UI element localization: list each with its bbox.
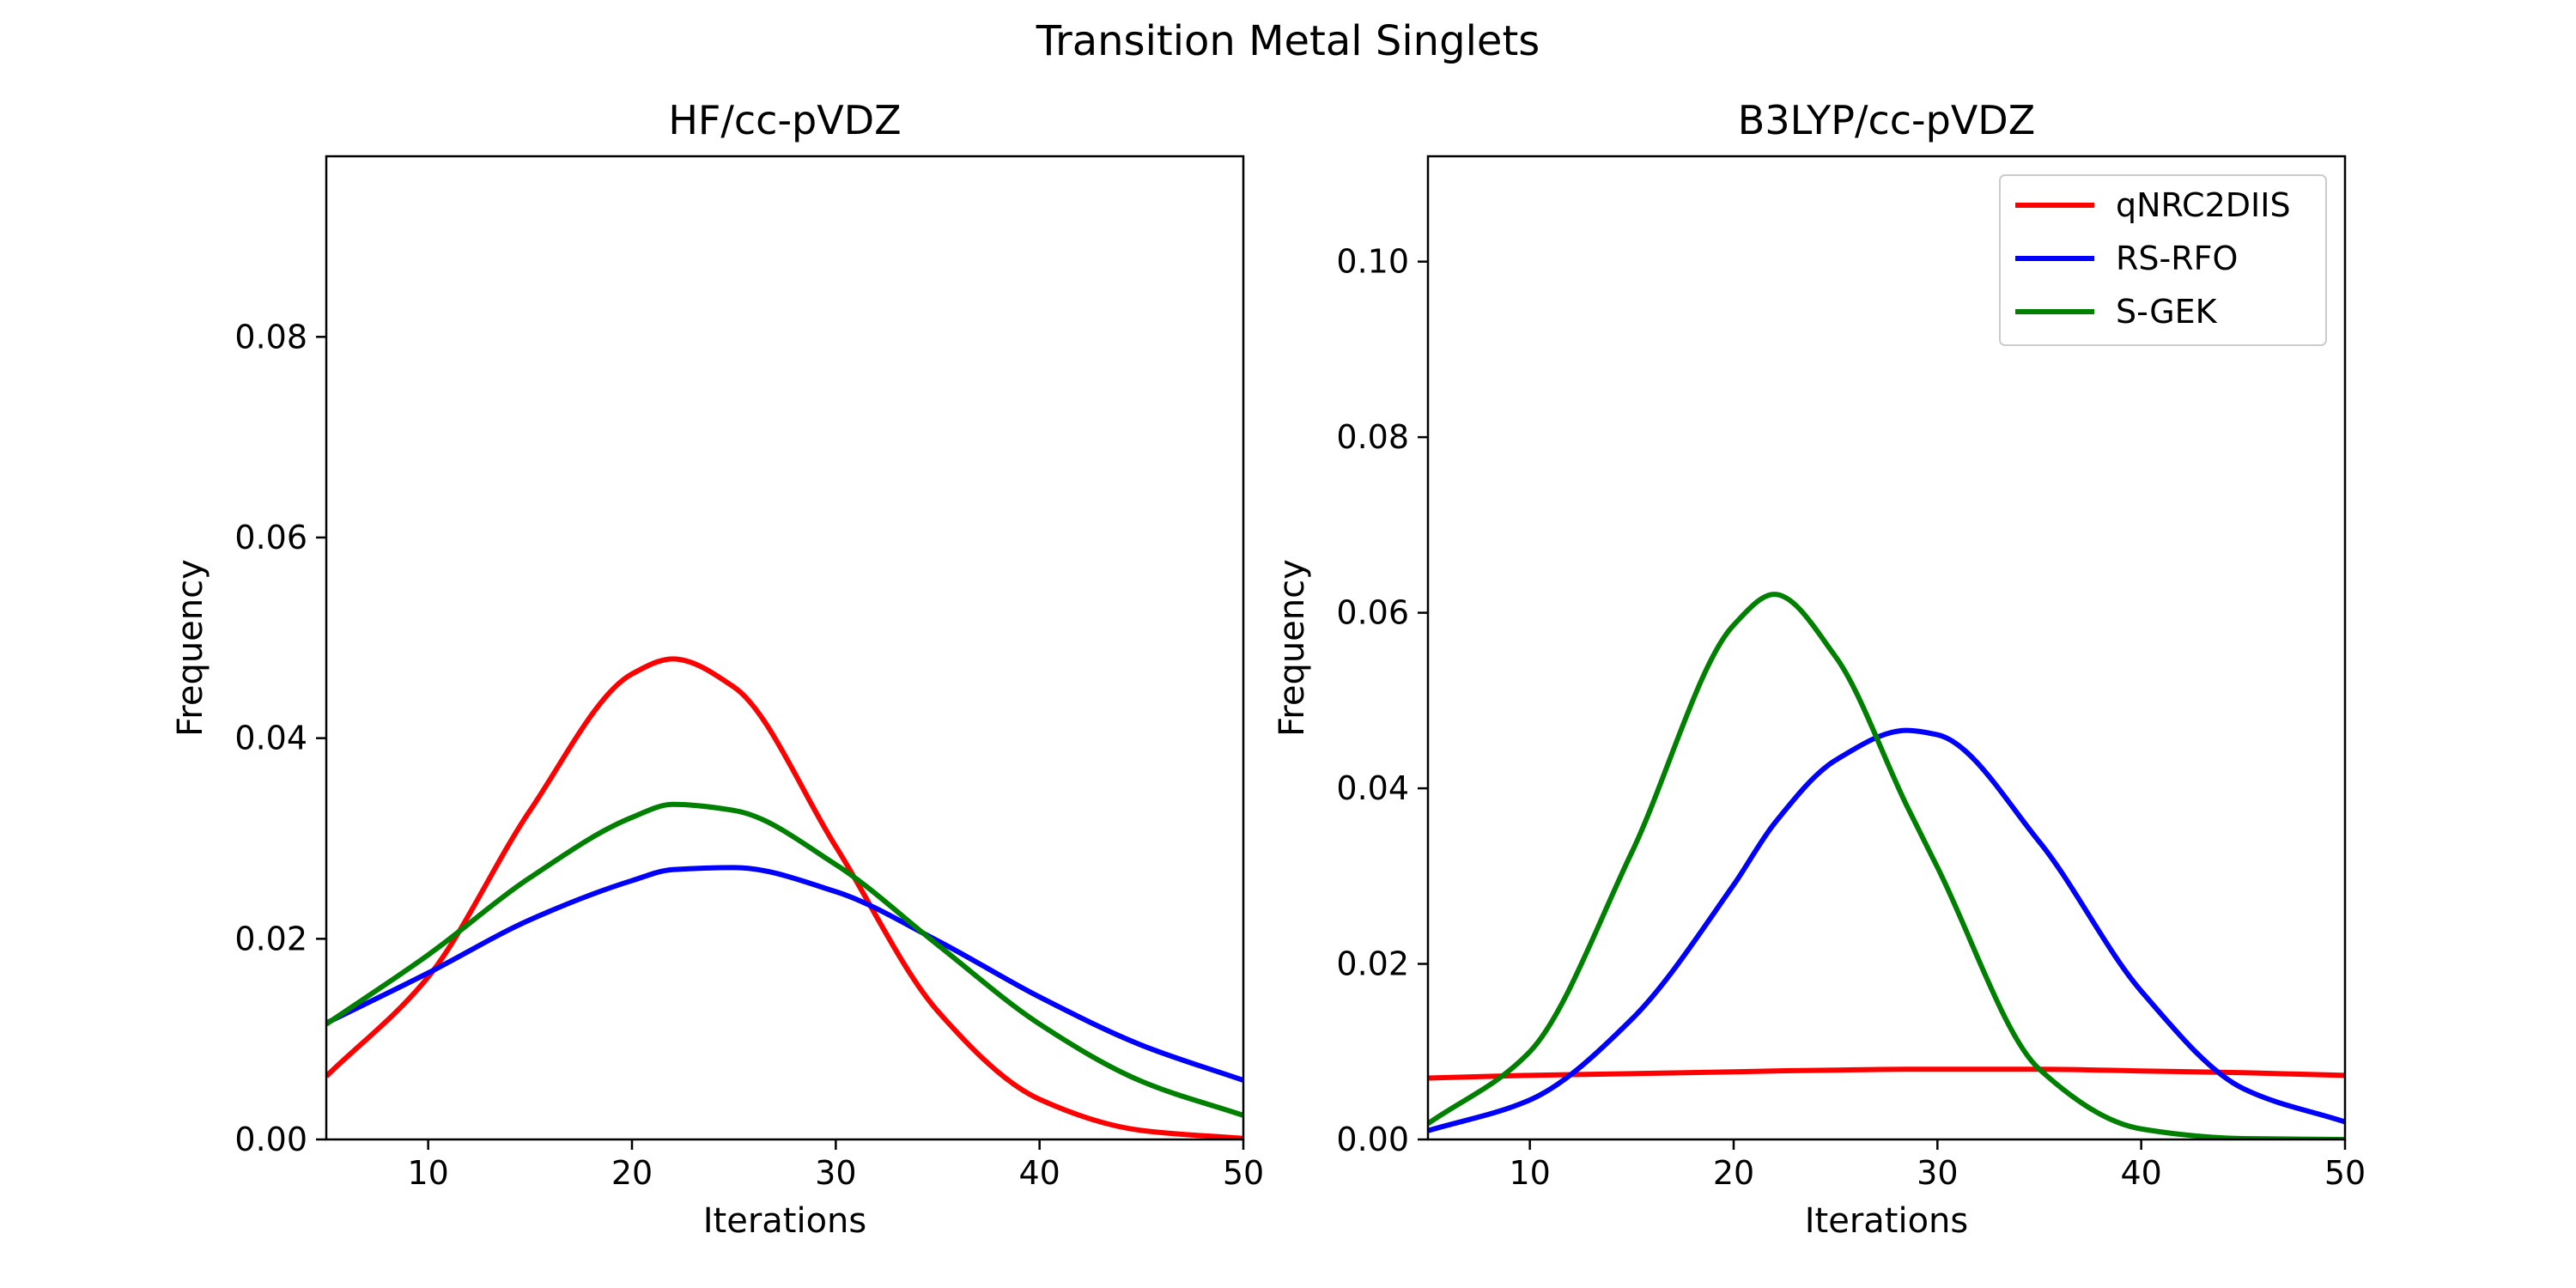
legend-label-rs-rfo: RS-RFO bbox=[2116, 240, 2238, 277]
series-line-s-gek-hf bbox=[326, 801, 1243, 1118]
x-tick-label-40-b3lyp: 40 bbox=[2120, 1154, 2161, 1192]
x-tick-label-30-hf: 30 bbox=[815, 1154, 856, 1192]
legend-label-s-gek: S-GEK bbox=[2116, 293, 2218, 331]
y-tick-label-1-b3lyp: 0.02 bbox=[1336, 945, 1409, 983]
y-tick-label-4-hf: 0.08 bbox=[234, 318, 307, 355]
x-tick-label-10-b3lyp: 10 bbox=[1509, 1154, 1550, 1192]
x-tick-label-40-hf: 40 bbox=[1018, 1154, 1060, 1192]
legend-box-b3lyp bbox=[1999, 174, 2327, 346]
y-tick-label-1-hf: 0.02 bbox=[234, 920, 307, 957]
y-tick-label-0-b3lyp: 0.00 bbox=[1336, 1121, 1409, 1158]
series-group-b3lyp bbox=[1428, 592, 2345, 1139]
x-tick-label-50-b3lyp: 50 bbox=[2324, 1154, 2366, 1192]
x-axis-label-b3lyp: Iterations bbox=[1805, 1201, 1969, 1241]
series-line-qnrc2diis-hf bbox=[326, 656, 1243, 1139]
plot-frame-hf bbox=[325, 155, 1245, 1141]
y-tick-label-0-hf: 0.00 bbox=[234, 1121, 307, 1158]
series-line-rs-rfo-hf bbox=[326, 865, 1243, 1083]
y-tick-label-3-hf: 0.06 bbox=[234, 519, 307, 556]
legend-label-qnrc2diis: qNRC2DIIS bbox=[2116, 186, 2291, 224]
legend-b3lyp: qNRC2DIIS RS-RFO S-GEK bbox=[1999, 174, 2327, 346]
y-tick-label-5-b3lyp: 0.10 bbox=[1336, 243, 1409, 281]
chart-panel-b3lyp: B3LYP/cc-pVDZ 10 20 30 40 50 0.00 0.02 0.04 0.06 0… bbox=[1273, 97, 2366, 1241]
y-tick-label-4-b3lyp: 0.08 bbox=[1336, 418, 1409, 456]
series-group-hf bbox=[326, 656, 1243, 1139]
x-tick-label-50-hf: 50 bbox=[1223, 1154, 1264, 1192]
chart-panel-hf: HF/cc-pVDZ 10 20 30 40 50 0.00 0.02 0.04 0.06 0.08… bbox=[171, 97, 1264, 1241]
panel-title-hf: HF/cc-pVDZ bbox=[668, 97, 901, 143]
series-line-qnrc2diis-b3lyp bbox=[1428, 1066, 2345, 1081]
y-axis-label-b3lyp: Frequency bbox=[1273, 559, 1312, 737]
x-tick-label-20-hf: 20 bbox=[611, 1154, 653, 1192]
x-tick-label-30-b3lyp: 30 bbox=[1917, 1154, 1958, 1192]
x-tick-label-10-hf: 10 bbox=[407, 1154, 448, 1192]
plot-frame-b3lyp bbox=[1426, 155, 2347, 1141]
y-tick-label-2-hf: 0.04 bbox=[234, 720, 307, 757]
y-tick-label-3-b3lyp: 0.06 bbox=[1336, 594, 1409, 632]
figure-title: Transition Metal Singlets bbox=[1036, 17, 1540, 65]
y-axis-label-hf: Frequency bbox=[171, 559, 210, 737]
panel-title-b3lyp: B3LYP/cc-pVDZ bbox=[1738, 97, 2035, 143]
series-line-s-gek-b3lyp bbox=[1428, 592, 2345, 1139]
x-tick-label-20-b3lyp: 20 bbox=[1713, 1154, 1754, 1192]
y-tick-label-2-b3lyp: 0.04 bbox=[1336, 769, 1409, 807]
x-axis-label-hf: Iterations bbox=[703, 1201, 867, 1241]
